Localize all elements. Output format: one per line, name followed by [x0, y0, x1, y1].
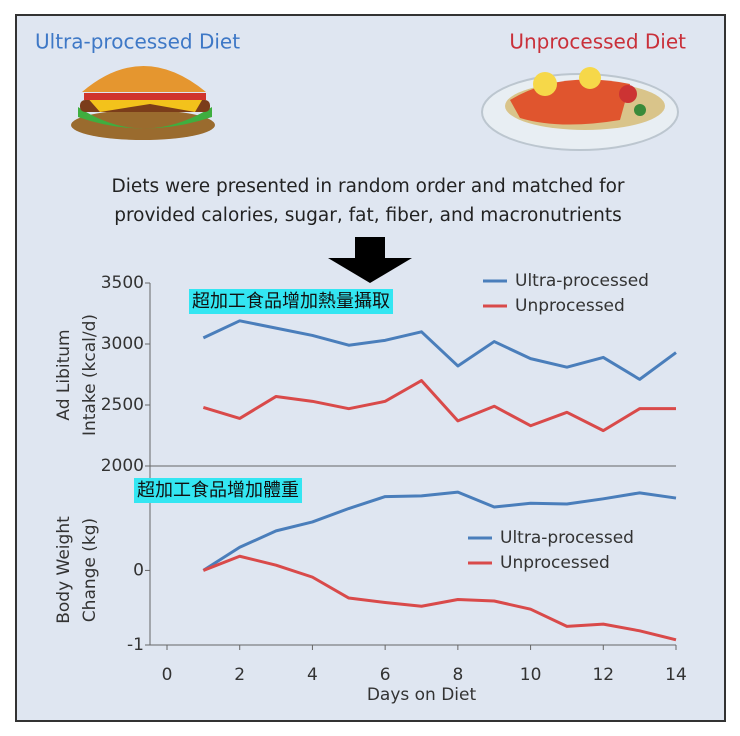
down-arrow	[328, 237, 412, 283]
y-axis-label: Intake (kcal/d)	[80, 314, 100, 436]
salmon-bowl-icon	[481, 67, 679, 151]
x-tick-label: 2	[234, 665, 245, 685]
x-tick-label: 10	[520, 665, 542, 685]
description-line: Diets were presented in random order and…	[111, 176, 624, 197]
y-axis-label: Body Weight	[54, 516, 74, 624]
x-tick-label: 4	[307, 665, 318, 685]
legend-label: Unprocessed	[500, 553, 610, 573]
burger-icon	[71, 66, 215, 140]
x-tick-label: 14	[665, 665, 687, 685]
x-tick-label: 12	[592, 665, 614, 685]
y-tick-label: 0	[133, 560, 144, 580]
legend-label: Unprocessed	[515, 296, 625, 316]
left-header: Ultra-processed Diet	[35, 30, 240, 54]
right-header: Unprocessed Diet	[509, 30, 686, 54]
y-axis-label: Ad Libitum	[54, 329, 74, 420]
annotation: 超加工食品增加熱量攝取	[192, 291, 390, 312]
x-tick-label: 0	[162, 665, 173, 685]
x-axis-label: Days on Diet	[367, 685, 477, 705]
annotation: 超加工食品增加體重	[137, 480, 299, 501]
series-line	[202, 554, 677, 642]
y-tick-label: -1	[127, 635, 144, 655]
y-tick-label: 2000	[101, 456, 144, 476]
series-line	[202, 379, 676, 433]
series-line	[202, 319, 677, 381]
annotation-box	[134, 478, 302, 503]
legend-label: Ultra-processed	[500, 528, 634, 548]
legend-label: Ultra-processed	[515, 271, 649, 291]
y-tick-label: 3000	[101, 334, 144, 354]
y-axis-label: Change (kg)	[80, 518, 100, 622]
x-tick-label: 8	[452, 665, 463, 685]
description-line: provided calories, sugar, fat, fiber, an…	[114, 205, 622, 226]
x-tick-label: 6	[380, 665, 391, 685]
y-tick-label: 3500	[101, 273, 144, 293]
series-line	[202, 490, 677, 572]
annotation-box	[189, 289, 393, 314]
y-tick-label: 2500	[101, 395, 144, 415]
